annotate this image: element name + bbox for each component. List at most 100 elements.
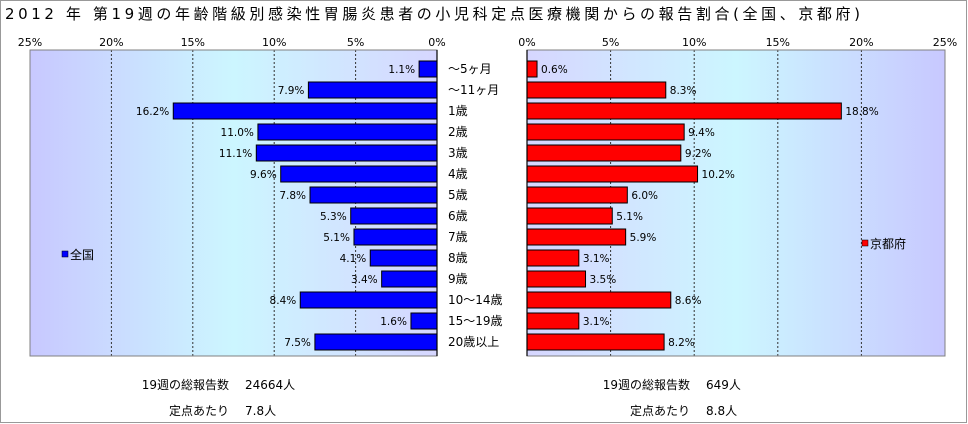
data-label-national: 11.1% bbox=[219, 148, 252, 160]
bar-kyoto bbox=[526, 60, 538, 78]
data-label-kyoto: 5.1% bbox=[616, 211, 643, 223]
bar-kyoto bbox=[526, 186, 628, 204]
bar-national bbox=[307, 81, 438, 99]
summary-kyoto-total-label: 19週の総報告数 bbox=[603, 377, 690, 392]
data-label-national: 1.1% bbox=[388, 64, 415, 76]
data-label-kyoto: 9.4% bbox=[688, 127, 715, 139]
summary-kyoto-per-site-label: 定点あたり bbox=[630, 403, 690, 418]
category-label: 2歳 bbox=[448, 125, 468, 139]
data-label-kyoto: 8.6% bbox=[675, 295, 702, 307]
summary-national-per-site-value: 7.8人 bbox=[245, 404, 276, 418]
summary-national-total-label: 19週の総報告数 bbox=[142, 377, 229, 392]
bar-kyoto bbox=[526, 270, 587, 288]
bar-kyoto bbox=[526, 102, 842, 120]
tick-label-left: 15% bbox=[181, 36, 205, 49]
bar-national bbox=[314, 333, 438, 351]
data-label-national: 1.6% bbox=[380, 316, 407, 328]
category-label: 8歳 bbox=[448, 251, 468, 265]
tick-label-left: 20% bbox=[99, 36, 123, 49]
legend-kyoto: 京都府 bbox=[861, 236, 906, 251]
category-label: 10～14歳 bbox=[448, 293, 503, 307]
bar-kyoto bbox=[526, 123, 685, 141]
data-label-national: 8.4% bbox=[270, 295, 297, 307]
category-label: 5歳 bbox=[448, 188, 468, 202]
bar-kyoto bbox=[526, 144, 682, 162]
bar-national bbox=[280, 165, 438, 183]
data-label-kyoto: 8.3% bbox=[670, 85, 697, 97]
data-label-kyoto: 3.1% bbox=[583, 253, 610, 265]
bar-national bbox=[381, 270, 438, 288]
category-label: 20歳以上 bbox=[448, 335, 499, 349]
data-label-national: 7.9% bbox=[278, 85, 305, 97]
bar-national bbox=[255, 144, 438, 162]
summary-kyoto-total-value: 649人 bbox=[706, 378, 741, 392]
category-label: ～5ヶ月 bbox=[448, 62, 492, 76]
summary-kyoto-per-site-value: 8.8人 bbox=[706, 404, 737, 418]
bar-national bbox=[410, 312, 438, 330]
bar-kyoto bbox=[526, 165, 699, 183]
data-label-kyoto: 18.8% bbox=[845, 106, 878, 118]
data-label-national: 11.0% bbox=[221, 127, 254, 139]
bar-national bbox=[309, 186, 438, 204]
legend-label-kyoto: 京都府 bbox=[870, 236, 906, 251]
bar-national bbox=[418, 60, 438, 78]
bar-kyoto bbox=[526, 291, 672, 309]
category-label: 1歳 bbox=[448, 104, 468, 118]
data-label-national: 9.6% bbox=[250, 169, 277, 181]
bar-national bbox=[257, 123, 438, 141]
category-label: 3歳 bbox=[448, 146, 468, 160]
tick-label-right: 20% bbox=[849, 36, 873, 49]
tick-label-right: 25% bbox=[933, 36, 957, 49]
data-label-kyoto: 9.2% bbox=[685, 148, 712, 160]
summary-national-per-site-label: 定点あたり bbox=[169, 403, 229, 418]
data-label-kyoto: 10.2% bbox=[702, 169, 735, 181]
category-label: 15～19歳 bbox=[448, 314, 503, 328]
tick-label-right: 5% bbox=[602, 36, 619, 49]
data-label-kyoto: 3.1% bbox=[583, 316, 610, 328]
legend-swatch-national bbox=[61, 250, 69, 258]
bars-layer: 1.1% 0.6% 7.9% 8.3% 16.2% 18.8% 11.0% 9.4% 11.1%… bbox=[136, 60, 879, 351]
bar-national bbox=[299, 291, 438, 309]
data-label-kyoto: 8.2% bbox=[668, 337, 695, 349]
bar-national bbox=[172, 102, 438, 120]
data-label-kyoto: 3.5% bbox=[590, 274, 617, 286]
bar-kyoto bbox=[526, 228, 627, 246]
category-label: 7歳 bbox=[448, 230, 468, 244]
bar-kyoto bbox=[526, 333, 665, 351]
tick-label-right: 0% bbox=[518, 36, 535, 49]
category-label: 6歳 bbox=[448, 209, 468, 223]
summary-national-total-value: 24664人 bbox=[245, 378, 295, 392]
data-label-kyoto: 0.6% bbox=[541, 64, 568, 76]
tick-label-right: 15% bbox=[766, 36, 790, 49]
legend-label-national: 全国 bbox=[70, 247, 94, 262]
tick-label-right: 10% bbox=[682, 36, 706, 49]
bar-kyoto bbox=[526, 312, 580, 330]
data-label-national: 4.1% bbox=[340, 253, 367, 265]
summary-national: 19週の総報告数 24664人 定点あたり 7.8人 bbox=[142, 377, 295, 418]
category-label: ～11ヶ月 bbox=[448, 83, 499, 97]
category-label: 4歳 bbox=[448, 167, 468, 181]
data-label-kyoto: 6.0% bbox=[631, 190, 658, 202]
tick-label-left: 0% bbox=[428, 36, 445, 49]
category-label: 9歳 bbox=[448, 272, 468, 286]
bar-kyoto bbox=[526, 81, 667, 99]
bar-national bbox=[369, 249, 438, 267]
data-label-kyoto: 5.9% bbox=[630, 232, 657, 244]
bar-national bbox=[350, 207, 438, 225]
bar-national bbox=[353, 228, 438, 246]
data-label-national: 7.8% bbox=[279, 190, 306, 202]
bar-kyoto bbox=[526, 207, 613, 225]
summary-kyoto: 19週の総報告数 649人 定点あたり 8.8人 bbox=[603, 377, 741, 418]
data-label-national: 3.4% bbox=[351, 274, 378, 286]
data-label-national: 16.2% bbox=[136, 106, 169, 118]
data-label-national: 5.3% bbox=[320, 211, 347, 223]
tick-label-left: 25% bbox=[18, 36, 42, 49]
legend-national: 全国 bbox=[61, 247, 94, 262]
data-label-national: 7.5% bbox=[284, 337, 311, 349]
legend-swatch-kyoto bbox=[861, 239, 869, 247]
bar-kyoto bbox=[526, 249, 580, 267]
data-label-national: 5.1% bbox=[323, 232, 350, 244]
tick-label-left: 10% bbox=[262, 36, 286, 49]
tick-label-left: 5% bbox=[347, 36, 364, 49]
